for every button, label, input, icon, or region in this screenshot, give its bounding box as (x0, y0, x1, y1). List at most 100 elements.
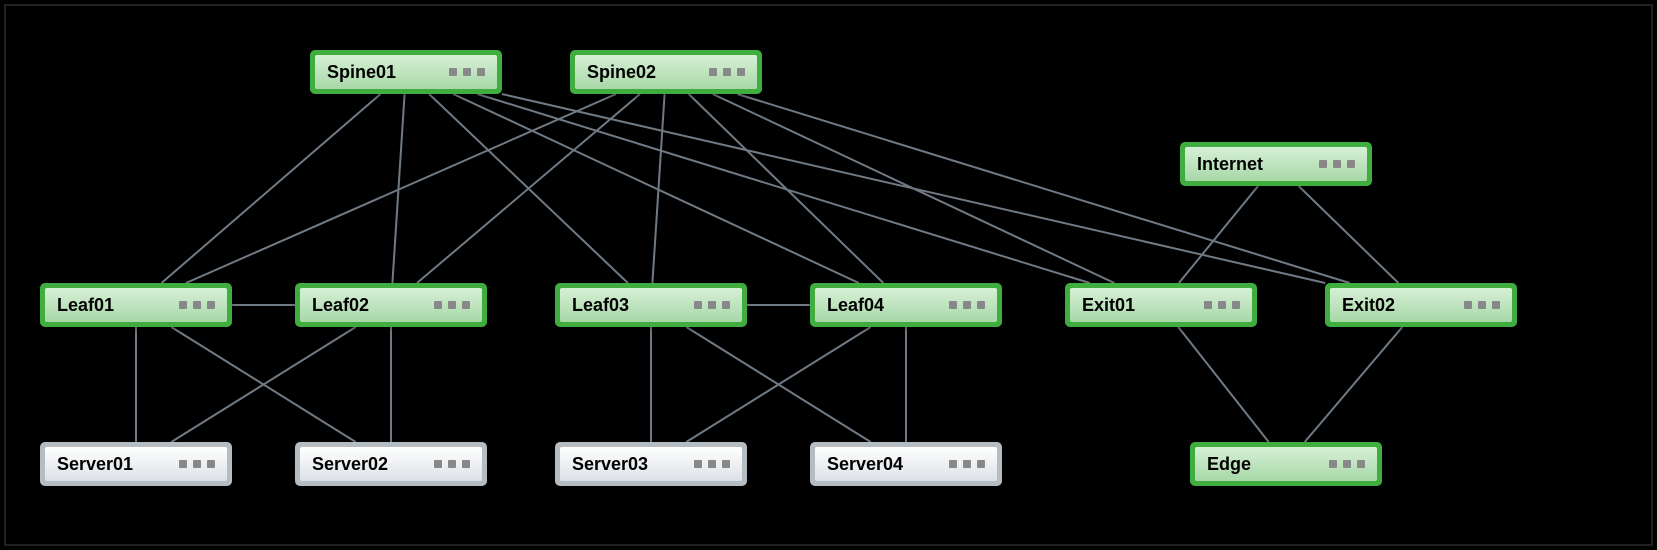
edge-spine02-leaf02 (417, 94, 640, 283)
port-dot-icon (477, 68, 485, 76)
port-dot-icon (462, 301, 470, 309)
node-inner: Server01 (45, 447, 227, 481)
node-server03[interactable]: Server03 (555, 442, 747, 486)
node-label: Server03 (572, 454, 648, 475)
node-inner: Leaf02 (300, 288, 482, 322)
edge-spine02-exit01 (713, 94, 1115, 283)
node-inner: Edge (1195, 447, 1377, 481)
port-dot-icon (1357, 460, 1365, 468)
port-dot-icon (1478, 301, 1486, 309)
node-spine01[interactable]: Spine01 (310, 50, 502, 94)
edge-spine01-exit02 (502, 94, 1325, 283)
node-label: Spine01 (327, 62, 396, 83)
network-diagram: Spine01 Spine02 Internet Leaf01 Leaf02 Leaf03… (0, 0, 1657, 550)
node-leaf04[interactable]: Leaf04 (810, 283, 1002, 327)
port-dot-icon (207, 301, 215, 309)
edge-spine02-leaf03 (652, 94, 664, 283)
node-label: Server04 (827, 454, 903, 475)
node-server02[interactable]: Server02 (295, 442, 487, 486)
port-dot-icon (723, 68, 731, 76)
node-inner: Exit02 (1330, 288, 1512, 322)
port-dot-icon (449, 68, 457, 76)
edge-spine01-leaf01 (162, 94, 381, 283)
node-edge[interactable]: Edge (1190, 442, 1382, 486)
node-internet[interactable]: Internet (1180, 142, 1372, 186)
port-dot-icon (1347, 160, 1355, 168)
edge-spine01-exit01 (477, 94, 1089, 283)
port-dot-icon (434, 460, 442, 468)
ports-icon (949, 460, 985, 468)
node-exit02[interactable]: Exit02 (1325, 283, 1517, 327)
port-dot-icon (193, 301, 201, 309)
edge-leaf04-server03 (686, 327, 870, 442)
node-leaf03[interactable]: Leaf03 (555, 283, 747, 327)
port-dot-icon (963, 301, 971, 309)
node-leaf01[interactable]: Leaf01 (40, 283, 232, 327)
port-dot-icon (722, 460, 730, 468)
node-spine02[interactable]: Spine02 (570, 50, 762, 94)
port-dot-icon (694, 460, 702, 468)
port-dot-icon (448, 460, 456, 468)
node-inner: Spine02 (575, 55, 757, 89)
ports-icon (449, 68, 485, 76)
port-dot-icon (1319, 160, 1327, 168)
port-dot-icon (963, 460, 971, 468)
port-dot-icon (949, 460, 957, 468)
edge-leaf03-server04 (686, 327, 870, 442)
port-dot-icon (463, 68, 471, 76)
edge-spine01-leaf03 (429, 94, 628, 283)
edge-spine02-leaf01 (186, 94, 616, 283)
ports-icon (434, 301, 470, 309)
node-label: Edge (1207, 454, 1251, 475)
node-inner: Server03 (560, 447, 742, 481)
node-label: Internet (1197, 154, 1263, 175)
node-inner: Exit01 (1070, 288, 1252, 322)
edge-spine02-leaf04 (689, 94, 884, 283)
node-label: Leaf03 (572, 295, 629, 316)
node-exit01[interactable]: Exit01 (1065, 283, 1257, 327)
edge-spine01-leaf04 (453, 94, 859, 283)
node-label: Leaf01 (57, 295, 114, 316)
port-dot-icon (1464, 301, 1472, 309)
edge-leaf02-server01 (171, 327, 355, 442)
edge-exit02-edge (1305, 327, 1403, 442)
ports-icon (694, 301, 730, 309)
ports-icon (694, 460, 730, 468)
node-label: Server02 (312, 454, 388, 475)
edge-internet-exit02 (1299, 186, 1399, 283)
port-dot-icon (179, 301, 187, 309)
edge-internet-exit01 (1179, 186, 1258, 283)
node-leaf02[interactable]: Leaf02 (295, 283, 487, 327)
port-dot-icon (1492, 301, 1500, 309)
node-inner: Internet (1185, 147, 1367, 181)
node-inner: Server04 (815, 447, 997, 481)
port-dot-icon (977, 301, 985, 309)
ports-icon (1319, 160, 1355, 168)
port-dot-icon (179, 460, 187, 468)
ports-icon (709, 68, 745, 76)
port-dot-icon (708, 460, 716, 468)
node-inner: Server02 (300, 447, 482, 481)
port-dot-icon (462, 460, 470, 468)
ports-icon (179, 301, 215, 309)
port-dot-icon (1329, 460, 1337, 468)
edge-spine02-exit02 (737, 94, 1349, 283)
ports-icon (1464, 301, 1500, 309)
node-label: Leaf04 (827, 295, 884, 316)
edge-spine01-leaf02 (392, 94, 404, 283)
port-dot-icon (722, 301, 730, 309)
node-label: Exit02 (1342, 295, 1395, 316)
node-inner: Leaf03 (560, 288, 742, 322)
ports-icon (1204, 301, 1240, 309)
node-server01[interactable]: Server01 (40, 442, 232, 486)
ports-icon (1329, 460, 1365, 468)
edge-leaf01-server02 (171, 327, 355, 442)
port-dot-icon (1343, 460, 1351, 468)
ports-icon (179, 460, 215, 468)
port-dot-icon (193, 460, 201, 468)
port-dot-icon (977, 460, 985, 468)
port-dot-icon (434, 301, 442, 309)
node-label: Leaf02 (312, 295, 369, 316)
node-server04[interactable]: Server04 (810, 442, 1002, 486)
port-dot-icon (1232, 301, 1240, 309)
